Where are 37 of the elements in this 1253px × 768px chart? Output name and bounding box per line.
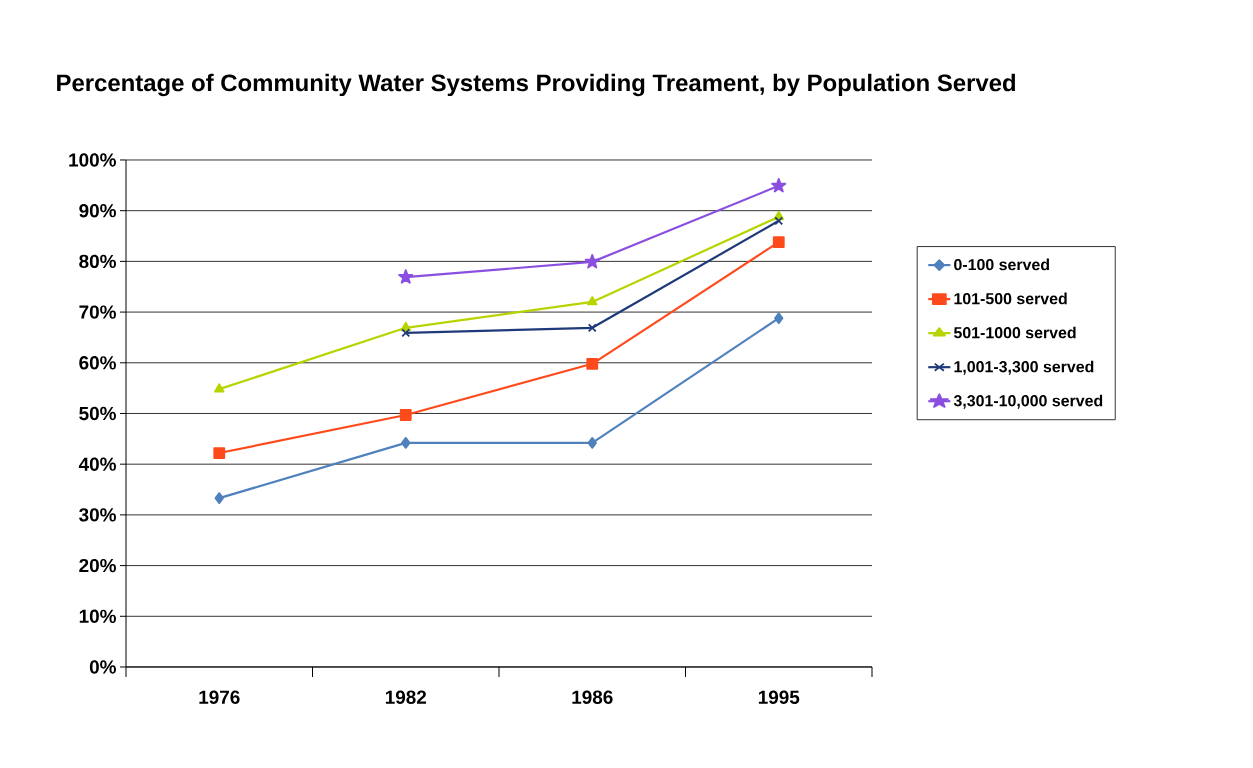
point <box>772 236 785 249</box>
point <box>214 383 225 393</box>
point <box>587 436 597 449</box>
point <box>401 328 411 338</box>
x-tick-label: 1982 <box>385 690 427 704</box>
legend-label: 3,301-10,000 served <box>953 394 1103 409</box>
y-tick-label: 80% <box>79 254 116 269</box>
x-tick-label: 1995 <box>758 690 800 704</box>
y-tick-label: 20% <box>79 558 116 573</box>
x-tick-label: 1986 <box>572 690 613 704</box>
point <box>214 492 224 505</box>
point <box>771 177 787 193</box>
y-tick-label: 50% <box>79 406 116 421</box>
chart-title: Percentage of Community Water Systems Providing Treament, by Population Served <box>57 73 1015 97</box>
y-tick-label: 40% <box>78 457 116 471</box>
legend-label: 501-1000 served <box>953 326 1076 339</box>
x-tick-label: 1976 <box>199 690 240 704</box>
point <box>586 357 599 370</box>
point <box>587 296 598 306</box>
point <box>774 312 784 325</box>
y-tick-label: 70% <box>79 305 116 319</box>
point <box>398 269 414 284</box>
y-tick-label: 10% <box>79 609 116 623</box>
y-tick-label: 0% <box>89 660 116 674</box>
point <box>587 323 597 333</box>
point <box>399 409 412 421</box>
point <box>774 216 784 226</box>
legend-label: 0-100 served <box>954 258 1049 271</box>
legend-label: 1,001-3,300 served <box>954 360 1094 375</box>
point <box>401 436 411 449</box>
y-tick-label: 100% <box>69 153 116 167</box>
legend-label: 101-500 served <box>954 292 1067 305</box>
point <box>584 253 600 269</box>
point <box>213 447 226 459</box>
y-tick-label: 60% <box>79 356 116 370</box>
y-tick-label: 30% <box>79 508 116 522</box>
y-tick-label: 90% <box>79 203 116 218</box>
